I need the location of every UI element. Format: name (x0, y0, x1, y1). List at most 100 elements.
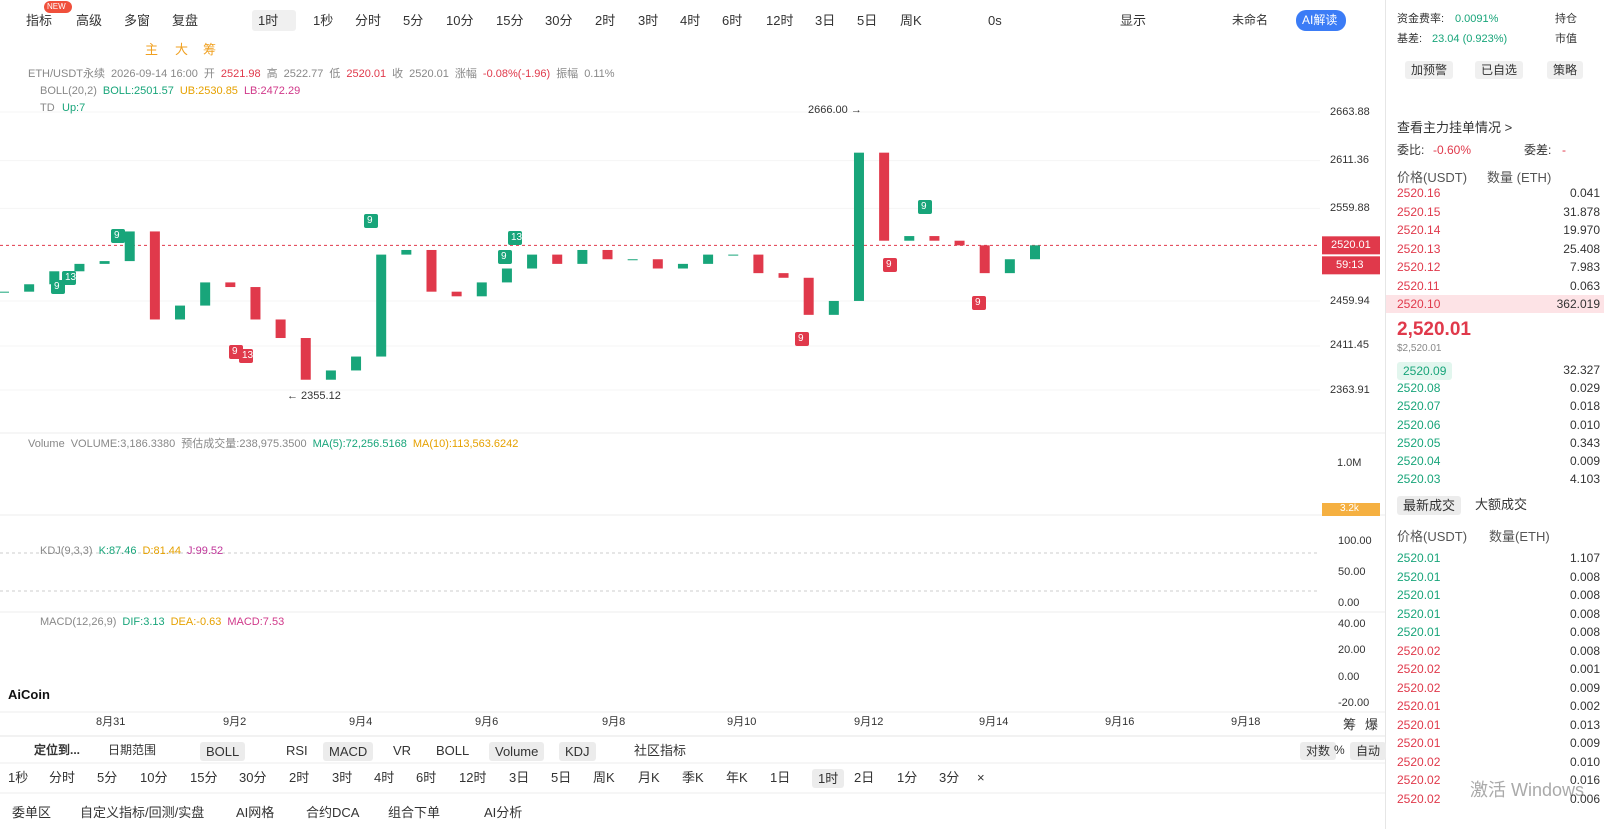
period-button[interactable]: 1时 (812, 768, 845, 788)
indicator-text: KDJ(9,3,3) (40, 544, 93, 557)
scale-button[interactable]: 对数 (1300, 742, 1337, 760)
period-button[interactable]: 年K (726, 769, 748, 785)
ask-price: 2520.13 (1397, 241, 1441, 256)
period-button[interactable]: 2时 (289, 769, 310, 785)
indicator-button[interactable]: MACD (323, 741, 374, 761)
toolbar-button[interactable]: 多窗 (124, 12, 151, 28)
interval-button[interactable]: 10分 (446, 12, 474, 28)
display-button[interactable]: 显示 (1120, 12, 1147, 28)
period-button[interactable]: 1日 (770, 769, 791, 785)
toolbar-button[interactable]: 指标 (26, 12, 53, 28)
indicator-button[interactable]: Volume (489, 741, 545, 761)
bid-price: 2520.06 (1397, 417, 1441, 432)
interval-button[interactable]: 12时 (766, 12, 794, 28)
bid-price: 2520.05 (1397, 435, 1441, 450)
interval-button[interactable]: 15分 (496, 12, 524, 28)
interval-button[interactable]: 3日 (815, 12, 836, 28)
ai-button[interactable]: AI解读 (1302, 13, 1338, 27)
last-price: 2,520.01 (1397, 318, 1471, 340)
bottom-tab[interactable]: 自定义指标/回测/实盘 (80, 804, 205, 820)
volume-tag (1322, 503, 1380, 516)
interval-button[interactable]: 4时 (680, 12, 701, 28)
depth-link[interactable]: 查看主力挂单情况 > (1397, 119, 1513, 135)
scale-button[interactable]: % (1334, 743, 1345, 757)
interval-button[interactable]: 5日 (857, 12, 878, 28)
candle (49, 271, 60, 285)
interval-button[interactable]: 周K (900, 12, 922, 28)
td-marker-bg (51, 280, 65, 294)
interval-selector[interactable]: 1时 (258, 12, 279, 28)
volume-tag-label: 3.2k (1340, 503, 1359, 514)
trade-qty: 0.008 (1569, 606, 1600, 621)
ask-price: 2520.16 (1397, 186, 1441, 200)
indicator-text: MACD(12,26,9) (40, 615, 117, 628)
period-button[interactable]: 3分 (939, 769, 960, 785)
indicator-button[interactable]: VR (393, 742, 412, 758)
period-button[interactable]: 季K (682, 769, 704, 785)
locate-button[interactable]: 定位到... (34, 743, 81, 757)
x-tick-label: 9月6 (475, 715, 499, 728)
interval-button[interactable]: 3时 (638, 12, 659, 28)
indicator-button[interactable]: RSI (286, 742, 308, 758)
candle (853, 152, 864, 301)
period-button[interactable]: 月K (638, 769, 660, 785)
td-marker-bg (883, 258, 897, 272)
indicator-text: 开 (203, 67, 215, 80)
label: -0.60% (1433, 143, 1472, 157)
bottom-tab[interactable]: AI网格 (236, 804, 275, 820)
indicator-button[interactable]: KDJ (559, 741, 596, 761)
period-button[interactable]: 1秒 (8, 769, 29, 785)
period-button[interactable]: × (977, 769, 985, 785)
scale-button[interactable]: 自动 (1350, 742, 1387, 760)
bid-qty: 32.327 (1563, 363, 1600, 377)
period-button[interactable]: 5分 (97, 769, 118, 785)
period-button[interactable]: 周K (593, 769, 615, 785)
candle (476, 282, 487, 297)
period-button[interactable]: 12时 (459, 769, 487, 785)
toolbar-button[interactable]: 高级 (76, 12, 103, 28)
ask-price: 2520.11 (1397, 278, 1440, 293)
side-button[interactable]: 已自选 (1475, 61, 1524, 79)
side-button[interactable]: 策略 (1547, 61, 1584, 79)
period-button[interactable]: 3日 (509, 769, 530, 785)
draw-tool[interactable]: 大 (175, 41, 189, 57)
trade-tab[interactable]: 最新成交 (1397, 495, 1462, 515)
period-button[interactable]: 30分 (239, 769, 267, 785)
indicator-button[interactable]: BOLL (200, 741, 246, 761)
bid-price: 2520.09 (1397, 362, 1453, 380)
indicator-button[interactable]: BOLL (436, 742, 470, 758)
period-button[interactable]: 5日 (551, 769, 572, 785)
period-button[interactable]: 分时 (49, 769, 76, 785)
bottom-tab[interactable]: 组合下单 (388, 804, 441, 820)
period-button[interactable]: 10分 (140, 769, 168, 785)
interval-button[interactable]: 分时 (355, 12, 382, 28)
period-button[interactable]: 6时 (416, 769, 437, 785)
period-button[interactable]: 15分 (190, 769, 218, 785)
bottom-tab[interactable]: 合约DCA (306, 804, 360, 820)
candle (879, 152, 890, 241)
trade-tab[interactable]: 大额成交 (1475, 496, 1528, 512)
x-tick-label: 9月8 (602, 715, 626, 728)
date-range[interactable]: 日期范围 (108, 743, 157, 757)
bottom-tab[interactable]: AI分析 (484, 804, 523, 820)
draw-tool[interactable]: 筹 (203, 41, 217, 57)
interval-button[interactable]: 2时 (595, 12, 616, 28)
interval-button[interactable]: 6时 (722, 12, 743, 28)
period-button[interactable]: 1分 (897, 769, 918, 785)
interval-button[interactable]: 30分 (545, 12, 573, 28)
toolbar-button[interactable]: 复盘 (172, 12, 199, 28)
period-button[interactable]: 3时 (332, 769, 353, 785)
interval-button[interactable]: 1秒 (313, 12, 334, 28)
side-button[interactable]: 加预警 (1405, 61, 1454, 79)
draw-tool[interactable]: 主 (145, 41, 159, 57)
interval-button[interactable]: 5分 (403, 12, 424, 28)
y-tick-label: 2411.45 (1330, 339, 1369, 352)
layout-name[interactable]: 未命名 (1232, 13, 1269, 27)
countdown-tag (1322, 256, 1380, 275)
ask-price: 2520.14 (1397, 223, 1441, 237)
period-button[interactable]: 4时 (374, 769, 395, 785)
bottom-tab[interactable]: 委单区 (12, 804, 52, 820)
community-button[interactable]: 社区指标 (634, 742, 687, 758)
period-button[interactable]: 2日 (854, 769, 875, 785)
bid-price: 2520.08 (1397, 381, 1441, 396)
